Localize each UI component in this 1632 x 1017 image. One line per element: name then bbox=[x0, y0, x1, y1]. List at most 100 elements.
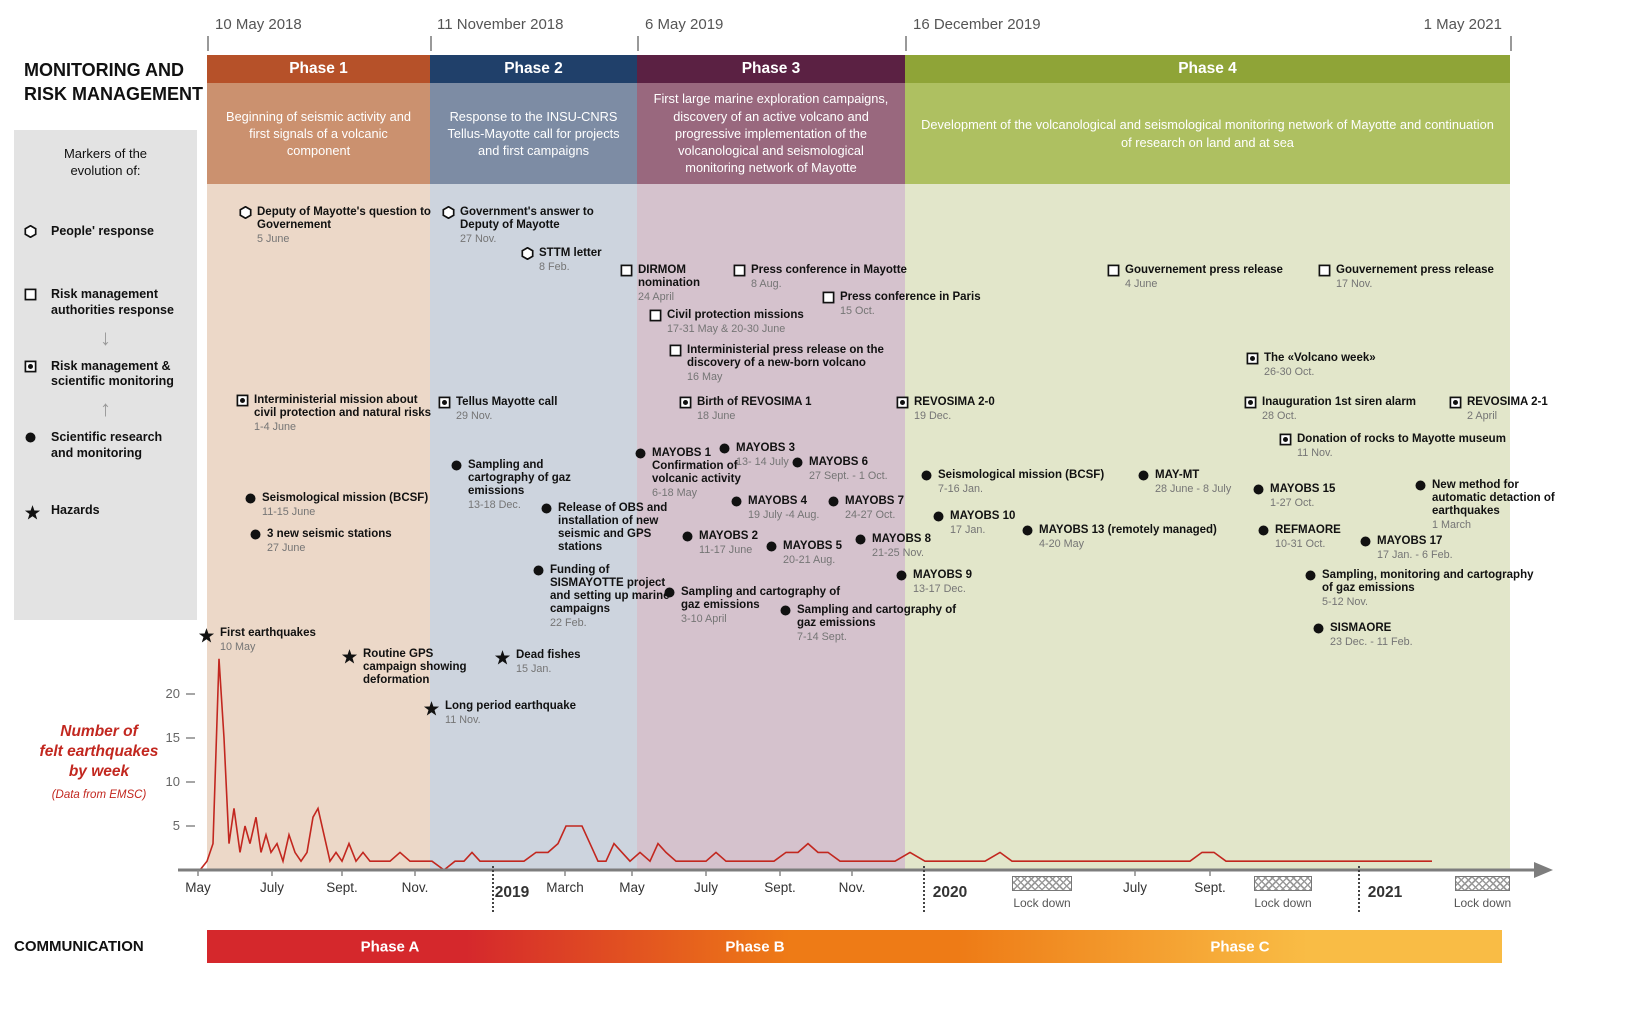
x-axis-label: Sept. bbox=[764, 880, 796, 895]
legend-item: Risk management & scientific monitoring bbox=[24, 359, 187, 390]
event-date: 1 March bbox=[1432, 518, 1472, 531]
phase-description: Beginning of seismic activity and first … bbox=[207, 83, 430, 184]
event: Gouvernement press release 17 Nov. bbox=[1318, 264, 1546, 290]
event-title: MAY-MT bbox=[1155, 469, 1200, 481]
circle-icon bbox=[1257, 524, 1270, 537]
event-text: Long period earthquake 11 Nov. bbox=[445, 700, 615, 726]
event-title: Press conference in Mayotte bbox=[751, 264, 907, 276]
event-date: 8 Feb. bbox=[539, 260, 570, 273]
communication-phase-label: Phase A bbox=[360, 938, 420, 955]
event-title: REVOSIMA 2-1 bbox=[1467, 396, 1548, 408]
phase-header: Phase 1 bbox=[207, 55, 430, 83]
event: MAYOBS 10 17 Jan. bbox=[932, 510, 1050, 536]
event-date: 19 Dec. bbox=[914, 409, 952, 422]
lockdown-period bbox=[1455, 876, 1510, 891]
event-title: MAYOBS 2 bbox=[699, 530, 759, 542]
event-text: Release of OBS and installation of new s… bbox=[558, 502, 678, 554]
hexagon-icon bbox=[24, 224, 42, 239]
figure-title-line2: RISK MANAGEMENT bbox=[24, 84, 203, 105]
event-title: Civil protection missions bbox=[667, 309, 804, 321]
event: New method for automatic detaction of ea… bbox=[1414, 479, 1562, 531]
circle-icon bbox=[540, 502, 553, 515]
event-date: 1-4 June bbox=[254, 420, 297, 433]
event-date: 2 April bbox=[1467, 409, 1498, 422]
event-date: 3-10 April bbox=[681, 612, 727, 625]
event-title: MAYOBS 8 bbox=[872, 533, 932, 545]
event-text: Sampling and cartography of gaz emission… bbox=[797, 604, 972, 643]
event: REVOSIMA 2-0 19 Dec. bbox=[896, 396, 1034, 422]
event-title: Sampling and cartography of gaz emission… bbox=[797, 604, 957, 629]
event: MAYOBS 4 19 July -4 Aug. bbox=[730, 495, 868, 521]
event-text: Sampling and cartography of gaz emission… bbox=[468, 459, 583, 511]
event: The «Volcano week» 26-30 Oct. bbox=[1246, 352, 1424, 378]
x-axis-label: July bbox=[259, 880, 285, 895]
event-text: Sampling, monitoring and cartography of … bbox=[1322, 569, 1537, 608]
legend-arrow-down-icon: ↓ bbox=[100, 324, 111, 350]
event-text: Interministerial press release on the di… bbox=[687, 344, 902, 383]
lockdown-period bbox=[1012, 876, 1072, 891]
event-text: Press conference in Paris 15 Oct. bbox=[840, 291, 1040, 317]
event-text: First earthquakes 10 May bbox=[220, 627, 350, 653]
event-date: 20-21 Aug. bbox=[783, 553, 836, 566]
circle-icon bbox=[827, 495, 840, 508]
phase-description: Response to the INSU-CNRS Tellus-Mayotte… bbox=[430, 83, 637, 184]
timeline-tick bbox=[430, 36, 432, 51]
event: MAYOBS 7 24-27 Oct. bbox=[827, 495, 940, 521]
event-title: Sampling and cartography of gaz emission… bbox=[468, 459, 571, 497]
circle-icon bbox=[1414, 479, 1427, 492]
event-text: MAYOBS 6 27 Sept. - 1 Oct. bbox=[809, 456, 929, 482]
circle-icon bbox=[532, 564, 545, 577]
x-axis-label: Sept. bbox=[1194, 880, 1226, 895]
event: First earthquakes 10 May bbox=[198, 627, 350, 653]
circle-icon bbox=[779, 604, 792, 617]
star-icon bbox=[423, 700, 440, 717]
event-title: MAYOBS 4 bbox=[748, 495, 808, 507]
event-date: 7-16 Jan. bbox=[938, 482, 984, 495]
event-text: MAYOBS 4 19 July -4 Aug. bbox=[748, 495, 868, 521]
circle-icon bbox=[932, 510, 945, 523]
lockdown-label: Lock down bbox=[1453, 896, 1512, 910]
event: MAYOBS 5 20-21 Aug. bbox=[765, 540, 878, 566]
event-title: MAYOBS 9 bbox=[913, 569, 973, 581]
event-title: REVOSIMA 2-0 bbox=[914, 396, 995, 408]
event-title: Deputy of Mayotte's question to Governem… bbox=[257, 206, 431, 231]
event-title: Government's answer to Deputy of Mayotte bbox=[460, 206, 594, 231]
event-title: MAYOBS 1 Confirmation of volcanic activi… bbox=[652, 447, 741, 485]
event: Press conference in Mayotte 8 Aug. bbox=[733, 264, 971, 290]
event-text: MAYOBS 8 21-25 Nov. bbox=[872, 533, 967, 559]
event-title: MAYOBS 10 bbox=[950, 510, 1016, 522]
event-date: 16 May bbox=[687, 370, 723, 383]
square-dot-icon bbox=[1279, 433, 1292, 446]
event-text: Sampling and cartography of gaz emission… bbox=[681, 586, 856, 625]
timeline-tick bbox=[1510, 36, 1512, 51]
event: MAYOBS 8 21-25 Nov. bbox=[854, 533, 967, 559]
event-date: 17 Jan. bbox=[950, 523, 986, 536]
event-title: Funding of SISMAYOTTE project and settin… bbox=[550, 564, 670, 615]
event-date: 11-15 June bbox=[262, 505, 316, 518]
square-dot-icon bbox=[679, 396, 692, 409]
event-date: 28 Oct. bbox=[1262, 409, 1297, 422]
event-date: 15 Jan. bbox=[516, 662, 552, 675]
event: Sampling, monitoring and cartography of … bbox=[1304, 569, 1537, 608]
event-title: SISMAORE bbox=[1330, 622, 1392, 634]
circle-icon bbox=[854, 533, 867, 546]
event: Gouvernement press release 4 June bbox=[1107, 264, 1335, 290]
circle-icon bbox=[1312, 622, 1325, 635]
event-text: Seismological mission (BCSF) 7-16 Jan. bbox=[938, 469, 1128, 495]
event-text: SISMAORE 23 Dec. - 11 Feb. bbox=[1330, 622, 1460, 648]
event-date: 21-25 Nov. bbox=[872, 546, 925, 559]
circle-icon bbox=[895, 569, 908, 582]
x-axis-label: Nov. bbox=[401, 880, 429, 895]
event-text: Funding of SISMAYOTTE project and settin… bbox=[550, 564, 685, 629]
event-date: 28 June - 8 July bbox=[1155, 482, 1232, 495]
event-date: 17-31 May & 20-30 June bbox=[667, 322, 786, 335]
timeline-tick bbox=[637, 36, 639, 51]
event-date: 24-27 Oct. bbox=[845, 508, 896, 521]
event-date: 27 Sept. - 1 Oct. bbox=[809, 469, 888, 482]
event-title: MAYOBS 3 bbox=[736, 442, 796, 454]
event-title: Release of OBS and installation of new s… bbox=[558, 502, 668, 553]
event-title: Tellus Mayotte call bbox=[456, 396, 558, 408]
event-title: MAYOBS 15 bbox=[1270, 483, 1336, 495]
y-axis-tick-label: 20 bbox=[165, 686, 180, 701]
legend-item: People' response bbox=[24, 224, 187, 240]
